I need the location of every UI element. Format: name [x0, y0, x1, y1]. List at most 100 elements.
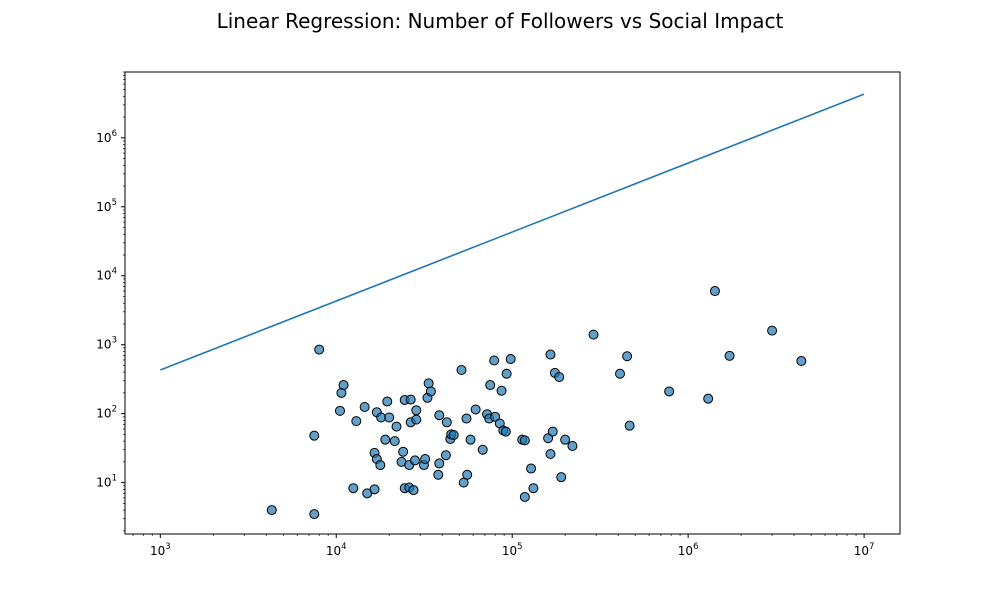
x-tick-exponent: 6	[693, 542, 698, 552]
scatter-point	[314, 344, 325, 355]
scatter-point	[420, 454, 431, 465]
x-tick-base: 10	[854, 544, 869, 558]
y-tick-label: 103	[96, 336, 117, 352]
x-tick-label: 103	[150, 542, 171, 558]
scatter-point	[767, 325, 778, 336]
scatter-point	[545, 449, 556, 460]
scatter-point	[485, 380, 496, 391]
scatter-point	[554, 372, 565, 383]
scatter-point	[490, 411, 501, 422]
y-tick-exponent: 2	[112, 405, 117, 415]
y-tick-base: 10	[96, 338, 111, 352]
scatter-point	[624, 420, 635, 431]
scatter-point	[477, 444, 488, 455]
scatter-point	[709, 286, 720, 297]
scatter-point	[567, 440, 578, 451]
scatter-point	[433, 469, 444, 480]
y-tick-label: 101	[96, 474, 117, 490]
scatter-point	[724, 350, 735, 361]
scatter-point	[338, 380, 349, 391]
y-tick-base: 10	[96, 476, 111, 490]
regression-line-group	[160, 93, 865, 371]
scatter-point	[547, 426, 558, 437]
scatter-point	[470, 404, 481, 415]
x-tick-base: 10	[150, 544, 165, 558]
scatter-point	[382, 396, 393, 407]
scatter-point	[496, 385, 507, 396]
x-tick-base: 10	[502, 544, 517, 558]
x-tick-base: 10	[678, 544, 693, 558]
scatter-point	[465, 434, 476, 445]
scatter-point	[369, 484, 380, 495]
plot-frame	[124, 71, 901, 535]
scatter-point	[408, 485, 419, 496]
x-tick-label: 105	[502, 542, 523, 558]
scatter-point	[440, 450, 451, 461]
scatter-point	[411, 414, 422, 425]
y-tick-label: 102	[96, 405, 117, 421]
scatter-point	[519, 435, 530, 446]
y-tick-label: 105	[96, 198, 117, 214]
scatter-point	[543, 433, 554, 444]
y-tick-base: 10	[96, 200, 111, 214]
y-tick-exponent: 3	[112, 336, 117, 346]
scatter-point	[545, 349, 556, 360]
x-tick-label: 104	[326, 542, 347, 558]
scatter-point	[588, 329, 599, 340]
y-tick-base: 10	[96, 269, 111, 283]
scatter-point	[434, 458, 445, 469]
regression-line	[160, 93, 865, 371]
scatter-point	[375, 460, 386, 471]
plot-marks	[160, 93, 865, 520]
scatter-point	[462, 469, 473, 480]
scatter-point	[405, 394, 416, 405]
scatter-point	[434, 410, 445, 421]
scatter-point	[489, 355, 500, 366]
scatter-point	[425, 386, 436, 397]
y-tick-base: 10	[96, 407, 111, 421]
scatter-point	[456, 364, 467, 375]
x-tick-label: 106	[678, 542, 699, 558]
scatter-point	[398, 446, 409, 457]
scatter-point	[441, 417, 452, 428]
x-tick-labels: 103 104 105 106 107	[150, 542, 874, 558]
scatter-point	[615, 368, 626, 379]
scatter-point	[266, 505, 277, 516]
chart-title: Linear Regression: Number of Followers v…	[217, 9, 784, 33]
scatter-point	[409, 455, 420, 466]
scatter-point	[351, 416, 362, 427]
scatter-point	[796, 356, 807, 367]
scatter-point	[423, 378, 434, 389]
scatter-point	[334, 405, 345, 416]
x-tick-base: 10	[326, 544, 341, 558]
scatter-point	[622, 351, 633, 362]
scatter-points	[266, 286, 807, 520]
x-tick-exponent: 7	[869, 542, 874, 552]
scatter-point	[556, 472, 567, 483]
scatter-point	[501, 368, 512, 379]
scatter-point	[359, 401, 370, 412]
scatter-point	[500, 426, 511, 437]
scatter-point	[384, 412, 395, 423]
y-tick-exponent: 1	[112, 474, 117, 484]
scatter-point	[380, 434, 391, 445]
y-tick-label: 106	[96, 129, 117, 145]
minor-ticks	[123, 71, 857, 536]
scatter-point	[309, 430, 320, 441]
scatter-point	[391, 421, 402, 432]
scatter-point	[348, 483, 359, 494]
x-tick-exponent: 4	[341, 542, 346, 552]
scatter-point	[664, 386, 675, 397]
x-tick-exponent: 3	[165, 542, 170, 552]
y-tick-exponent: 4	[112, 267, 117, 277]
x-tick-label: 107	[854, 542, 875, 558]
y-tick-exponent: 6	[112, 129, 117, 139]
scatter-point	[309, 509, 320, 520]
y-tick-label: 104	[96, 267, 117, 283]
scatter-point	[411, 405, 422, 416]
scatter-point	[528, 483, 539, 494]
scatter-point	[519, 491, 530, 502]
major-ticks	[121, 137, 865, 538]
scatter-point	[448, 430, 459, 441]
